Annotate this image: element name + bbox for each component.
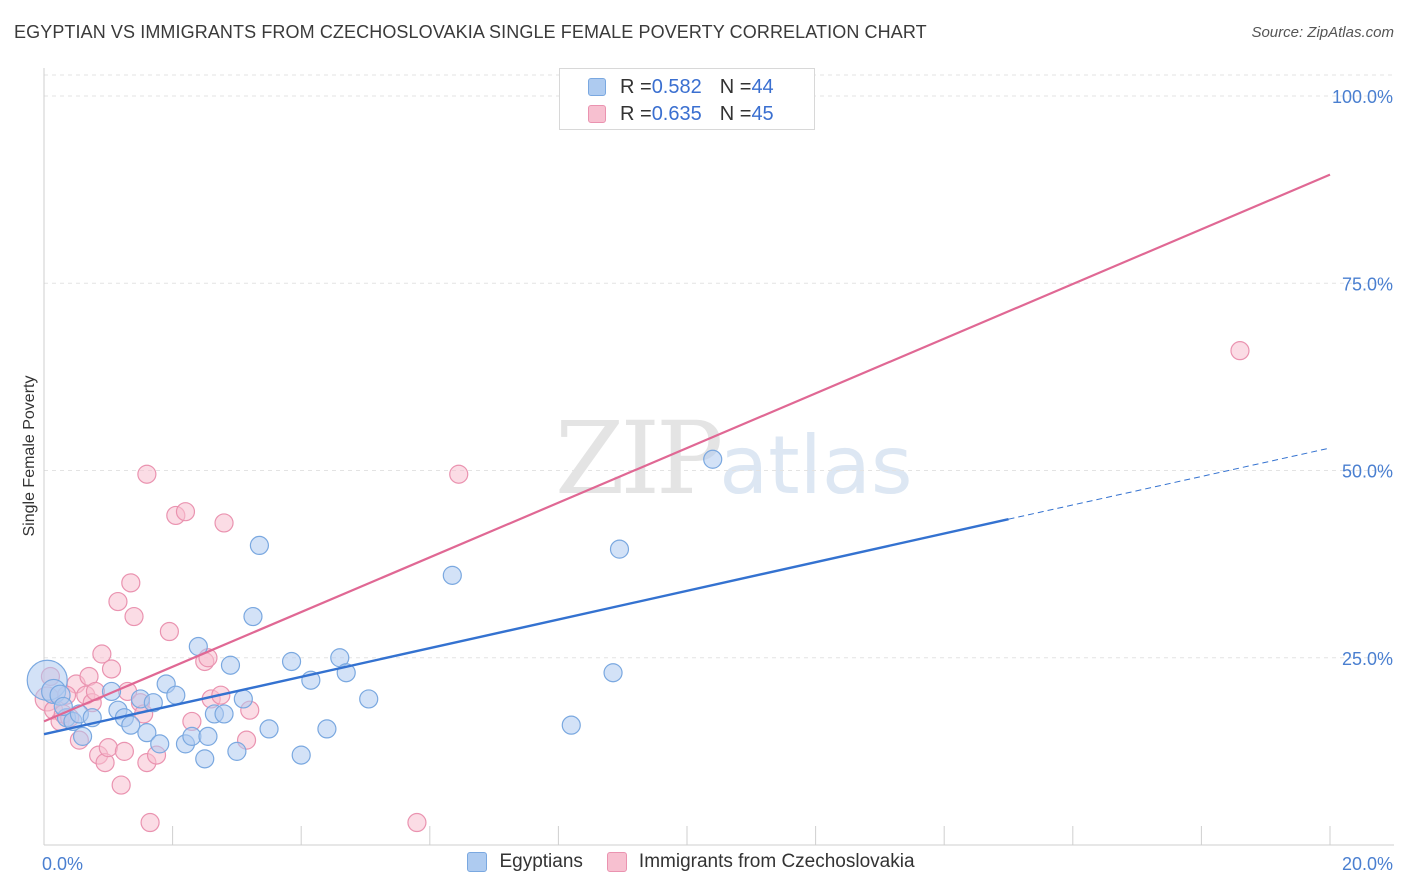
legend-row-czechoslovakia: R = 0.635 N = 45 bbox=[560, 101, 774, 127]
point-egyptians bbox=[195, 749, 215, 769]
y-tick-label: 50.0% bbox=[1342, 462, 1393, 482]
source-label: Source: ZipAtlas.com bbox=[1251, 24, 1394, 41]
point-egyptians bbox=[137, 723, 157, 743]
legend-swatch-pink bbox=[588, 105, 606, 123]
legend-r-value: 0.582 bbox=[651, 75, 702, 98]
point-egyptians bbox=[182, 726, 202, 746]
point-czechoslovakia bbox=[140, 812, 160, 833]
point-egyptians bbox=[243, 606, 263, 627]
legend-n-label: N = bbox=[719, 75, 752, 98]
x-tick-label: 0.0% bbox=[42, 854, 83, 874]
legend-swatch-pink bbox=[606, 852, 627, 872]
y-tick-label: 100.0% bbox=[1332, 87, 1393, 107]
point-egyptians bbox=[359, 689, 379, 709]
watermark-zip: ZIP bbox=[555, 400, 723, 517]
legend-r-value: 0.635 bbox=[651, 102, 702, 125]
point-egyptians bbox=[220, 655, 241, 675]
trend-line-egyptians bbox=[43, 518, 1009, 736]
axes bbox=[43, 68, 1394, 846]
x-tick-label: 20.0% bbox=[1342, 854, 1393, 874]
point-czechoslovakia bbox=[114, 741, 134, 761]
point-egyptians bbox=[150, 734, 170, 754]
point-egyptians bbox=[101, 681, 122, 702]
point-czechoslovakia bbox=[121, 573, 141, 593]
point-egyptians bbox=[603, 663, 623, 683]
point-egyptians bbox=[561, 715, 581, 735]
legend-item-egyptians[interactable]: Egyptians bbox=[467, 851, 583, 873]
series-egyptians-points bbox=[26, 449, 723, 769]
watermark: ZIPatlas bbox=[555, 400, 913, 517]
point-czechoslovakia bbox=[124, 606, 144, 627]
point-czechoslovakia bbox=[449, 464, 469, 484]
point-egyptians bbox=[227, 741, 247, 761]
point-egyptians bbox=[233, 689, 253, 709]
point-egyptians bbox=[609, 539, 630, 559]
trend-line-egyptians-extension bbox=[1008, 447, 1331, 520]
point-egyptians bbox=[442, 565, 462, 585]
tick-labels: 25.0% 50.0% 75.0% 100.0% 0.0% 20.0% bbox=[42, 87, 1393, 874]
point-czechoslovakia bbox=[98, 738, 118, 758]
legend-r-label: R = bbox=[620, 102, 652, 125]
watermark-atlas: atlas bbox=[719, 419, 913, 512]
chart-title: EGYPTIAN VS IMMIGRANTS FROM CZECHOSLOVAK… bbox=[14, 22, 927, 42]
legend-label-egyptians: Egyptians bbox=[499, 851, 583, 872]
series-legend: Egyptians Immigrants from Czechoslovakia bbox=[0, 851, 1406, 873]
point-egyptians bbox=[143, 693, 163, 713]
point-egyptians bbox=[281, 651, 302, 672]
legend-swatch-blue bbox=[467, 852, 488, 872]
point-czechoslovakia bbox=[137, 464, 157, 484]
point-czechoslovakia bbox=[92, 644, 112, 664]
legend-n-value: 45 bbox=[751, 102, 774, 125]
point-czechoslovakia bbox=[407, 812, 427, 833]
point-czechoslovakia bbox=[159, 621, 179, 642]
point-egyptians bbox=[214, 704, 234, 724]
point-czechoslovakia bbox=[101, 659, 122, 679]
legend-swatch-blue bbox=[588, 78, 606, 96]
y-tick-label: 25.0% bbox=[1342, 649, 1393, 669]
point-egyptians bbox=[198, 726, 218, 746]
legend-r-label: R = bbox=[620, 75, 652, 98]
correlation-legend: R = 0.582 N = 44 R = 0.635 N = 45 bbox=[559, 68, 815, 130]
y-axis-label: Single Female Poverty bbox=[21, 376, 38, 537]
point-czechoslovakia bbox=[214, 513, 234, 533]
legend-n-value: 44 bbox=[751, 75, 774, 98]
legend-n-label: N = bbox=[719, 102, 752, 125]
trend-lines bbox=[43, 173, 1331, 736]
legend-item-czechoslovakia[interactable]: Immigrants from Czechoslovakia bbox=[606, 851, 915, 873]
point-czechoslovakia bbox=[108, 591, 128, 612]
point-egyptians bbox=[291, 745, 311, 765]
trend-line-czechoslovakia bbox=[43, 173, 1331, 723]
point-czechoslovakia bbox=[111, 775, 131, 795]
legend-label-czechoslovakia: Immigrants from Czechoslovakia bbox=[638, 851, 915, 872]
point-egyptians bbox=[121, 715, 141, 735]
legend-row-egyptians: R = 0.582 N = 44 bbox=[560, 74, 774, 100]
point-egyptians bbox=[72, 726, 93, 746]
point-czechoslovakia bbox=[1230, 341, 1250, 361]
point-czechoslovakia bbox=[175, 502, 196, 522]
point-egyptians bbox=[249, 535, 270, 556]
y-tick-label: 75.0% bbox=[1342, 274, 1393, 294]
point-egyptians bbox=[703, 449, 723, 469]
point-egyptians bbox=[166, 685, 186, 705]
point-egyptians bbox=[317, 719, 337, 739]
point-egyptians bbox=[259, 719, 279, 739]
gridlines bbox=[44, 74, 1394, 659]
